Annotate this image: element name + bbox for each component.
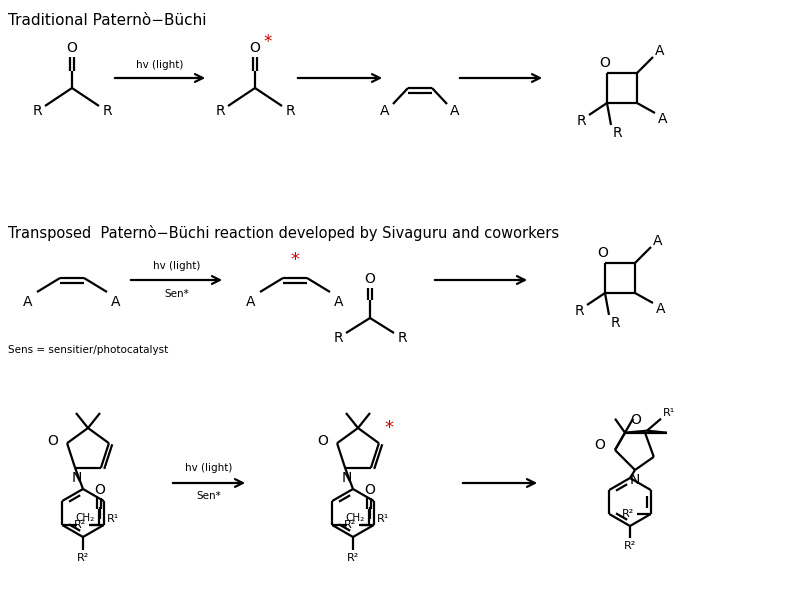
Text: R²: R² <box>77 553 89 563</box>
Text: O: O <box>66 41 78 55</box>
Text: A: A <box>23 295 33 309</box>
Text: O: O <box>599 56 610 70</box>
Text: R: R <box>574 304 584 318</box>
Text: O: O <box>364 483 374 497</box>
Text: R²: R² <box>344 520 356 530</box>
Text: O: O <box>318 434 329 448</box>
Text: O: O <box>365 272 375 286</box>
Text: hv (light): hv (light) <box>136 60 184 70</box>
Text: A: A <box>655 44 665 58</box>
Text: O: O <box>94 483 105 497</box>
Text: R¹: R¹ <box>663 408 675 417</box>
Text: A: A <box>380 104 390 118</box>
Text: N: N <box>630 473 640 487</box>
Text: R²: R² <box>74 520 86 530</box>
Text: A: A <box>656 302 666 316</box>
Text: R: R <box>612 126 622 140</box>
Text: hv (light): hv (light) <box>154 261 201 271</box>
Text: R¹: R¹ <box>107 514 119 524</box>
Text: R: R <box>610 316 620 330</box>
Text: *: * <box>385 419 394 437</box>
Text: R¹: R¹ <box>377 514 390 524</box>
Text: O: O <box>598 246 609 260</box>
Text: A: A <box>450 104 460 118</box>
Text: R: R <box>333 331 343 345</box>
Text: O: O <box>250 41 261 55</box>
Text: O: O <box>594 438 606 452</box>
Text: Sen*: Sen* <box>165 289 190 299</box>
Text: A: A <box>654 234 662 248</box>
Text: R²: R² <box>622 509 634 519</box>
Text: *: * <box>290 251 299 269</box>
Text: R: R <box>102 104 112 118</box>
Text: Transposed  Paternò−Büchi reaction developed by Sivaguru and coworkers: Transposed Paternò−Büchi reaction develo… <box>8 225 559 241</box>
Text: A: A <box>111 295 121 309</box>
Text: A: A <box>658 112 668 126</box>
Text: A: A <box>246 295 256 309</box>
Text: R²: R² <box>624 541 636 551</box>
Text: *: * <box>264 33 272 51</box>
Text: O: O <box>630 413 642 427</box>
Text: R: R <box>215 104 225 118</box>
Text: R²: R² <box>347 553 359 563</box>
Text: R: R <box>32 104 42 118</box>
Text: N: N <box>342 471 352 485</box>
Text: Sen*: Sen* <box>197 491 222 501</box>
Text: N: N <box>72 471 82 485</box>
Text: R: R <box>285 104 295 118</box>
Text: O: O <box>48 434 58 448</box>
Text: CH₂: CH₂ <box>346 513 365 523</box>
Text: Traditional Paternò−Büchi: Traditional Paternò−Büchi <box>8 13 206 28</box>
Text: R: R <box>397 331 407 345</box>
Text: CH₂: CH₂ <box>75 513 95 523</box>
Text: A: A <box>334 295 344 309</box>
Text: Sens = sensitier/photocatalyst: Sens = sensitier/photocatalyst <box>8 345 168 355</box>
Text: R: R <box>576 114 586 128</box>
Text: hv (light): hv (light) <box>186 463 233 473</box>
